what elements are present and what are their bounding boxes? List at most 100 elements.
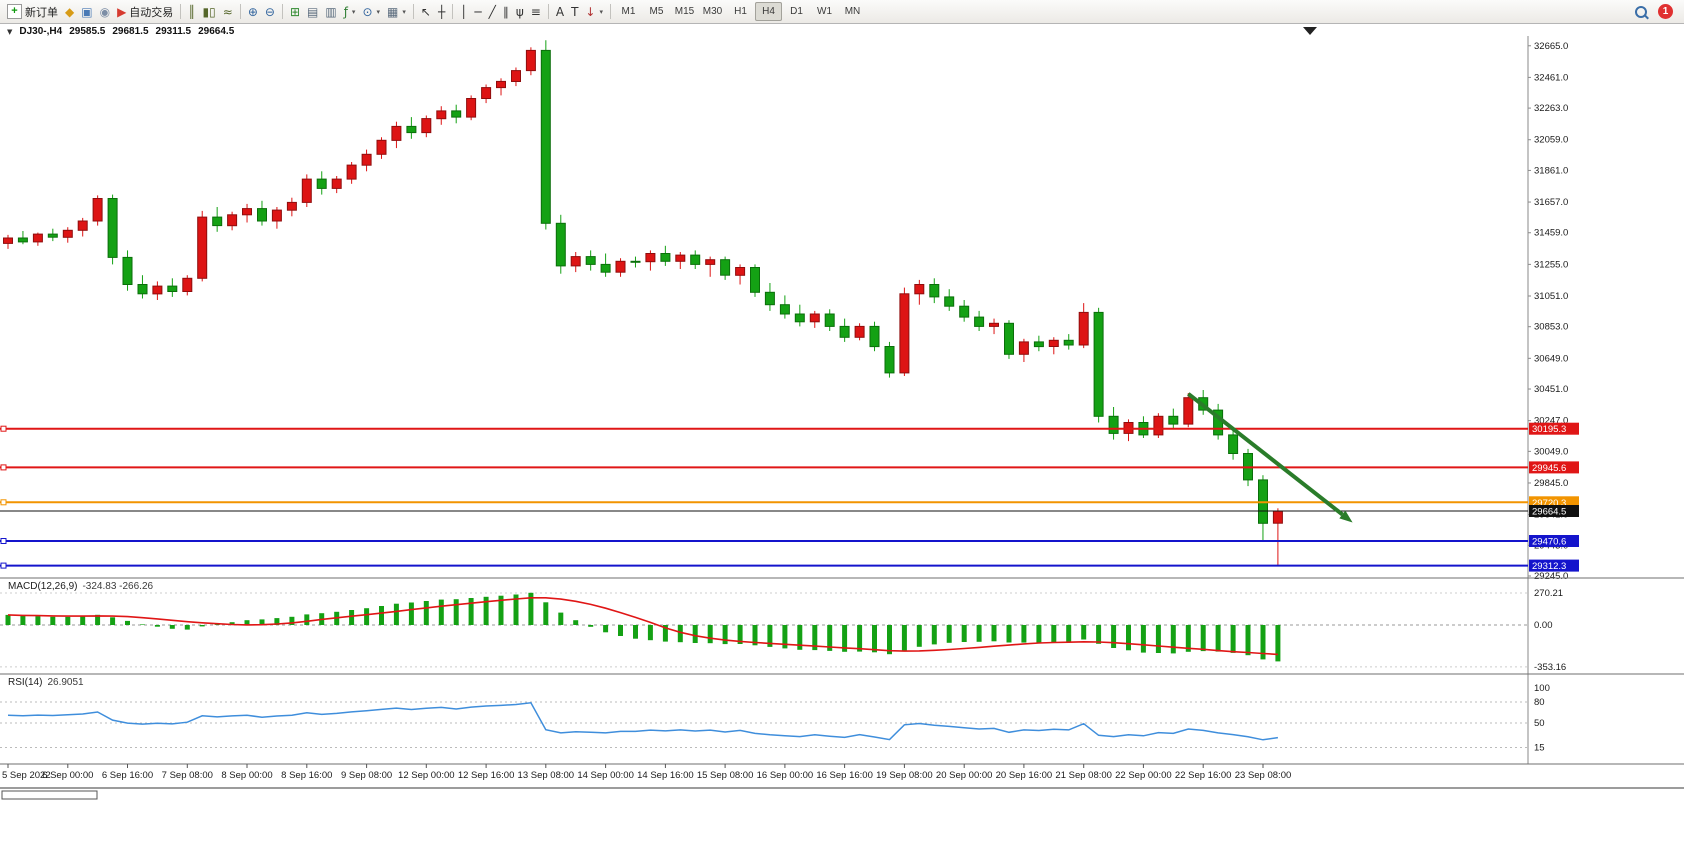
rsi-value: 26.9051: [47, 677, 84, 688]
svg-text:50: 50: [1534, 718, 1545, 729]
track-chart-icon: ▥: [325, 4, 337, 19]
timeframe-h4-button[interactable]: H4: [755, 2, 782, 21]
line-chart-button[interactable]: ≈: [220, 2, 236, 21]
zoom-out-button[interactable]: ⊖: [262, 2, 278, 21]
chart-canvas[interactable]: 32665.0 32461.0 32263.0 32059.0 31861.0 31657…: [0, 24, 1684, 824]
fibo-icon: ≡: [530, 4, 541, 19]
label-tool-button[interactable]: T: [568, 2, 581, 21]
timeframe-m1-button[interactable]: M1: [621, 6, 636, 17]
svg-text:16 Sep 16:00: 16 Sep 16:00: [816, 770, 873, 781]
svg-text:20 Sep 00:00: 20 Sep 00:00: [936, 770, 993, 781]
periods-icon: ⊙: [362, 4, 373, 19]
indicators-button[interactable]: ƒ ▾: [341, 2, 359, 21]
ohlc-high: 29681.5: [112, 26, 149, 37]
svg-text:22 Sep 00:00: 22 Sep 00:00: [1115, 770, 1172, 781]
hline-tool-button[interactable]: ─: [471, 2, 484, 21]
svg-text:15 Sep 08:00: 15 Sep 08:00: [697, 770, 754, 781]
text-tool-button[interactable]: A: [553, 2, 567, 21]
scrollbar-thumb[interactable]: [1, 790, 98, 800]
svg-text:31861.0: 31861.0: [1534, 165, 1568, 176]
line-chart-icon: ≈: [222, 4, 233, 19]
svg-text:29720.3: 29720.3: [1532, 498, 1566, 509]
timeframe-m30-button[interactable]: M30: [702, 6, 723, 17]
signals-button[interactable]: ◉: [97, 2, 113, 21]
data-window-icon: ▣: [81, 4, 93, 19]
timeframe-m5-button[interactable]: M5: [649, 6, 664, 17]
auto-trading-button[interactable]: ▶ 自动交易: [114, 2, 176, 21]
timeframe-m15-button[interactable]: M15: [674, 6, 695, 17]
market-watch-button[interactable]: ◆: [62, 2, 77, 21]
toolbar: + 新订单 ◆ ▣ ◉ ▶ 自动交易 ║ ▮▯ ≈ ⊕ ⊖ ⊞ ▤ ▥ ƒ ▾ ⊙ ▾ ▦ ▾ ↖ ┼ │ ─ ╱ ∥ ψ ≡ A T ↓ ▾ M…: [0, 0, 1684, 24]
trendline-icon: ╱: [488, 4, 496, 19]
auto-arrange-button[interactable]: ▤: [304, 2, 321, 21]
hline-icon: ─: [474, 4, 482, 19]
templates-button[interactable]: ▦ ▾: [384, 2, 409, 21]
vline-icon: │: [460, 4, 468, 19]
timeframe-mn-button[interactable]: MN: [844, 6, 861, 17]
timeframe-d1-button[interactable]: D1: [790, 6, 803, 17]
bar-chart-icon: ║: [188, 4, 196, 19]
fibo-tool-button[interactable]: ≡: [528, 2, 544, 21]
symbol-dropdown-icon[interactable]: ▼: [7, 27, 13, 36]
chart-background[interactable]: [0, 24, 1684, 824]
ohlc-low: 29311.5: [155, 26, 192, 37]
toolbar-separator: [239, 4, 241, 19]
macd-panel[interactable]: 270.21 0.00 -353.16: [0, 588, 1566, 673]
toolbar-separator: [452, 4, 454, 19]
symbol-timeframe-label: DJ30-,H4: [19, 26, 63, 37]
svg-text:5 Sep 2022: 5 Sep 2022: [2, 770, 51, 781]
trend-arrow[interactable]: [1187, 392, 1353, 523]
auto-trading-icon: ▶: [117, 4, 127, 19]
channel-tool-button[interactable]: ∥: [500, 2, 512, 21]
search-button[interactable]: [1632, 2, 1650, 21]
candle-chart-icon: ▮▯: [202, 4, 216, 19]
bar-chart-button[interactable]: ║: [185, 2, 198, 21]
svg-text:14 Sep 00:00: 14 Sep 00:00: [577, 770, 634, 781]
svg-text:29470.6: 29470.6: [1532, 537, 1566, 548]
svg-text:31051.0: 31051.0: [1534, 291, 1568, 302]
chart-shift-icon[interactable]: [1303, 27, 1317, 35]
ohlc-close: 29664.5: [198, 26, 235, 37]
svg-text:32263.0: 32263.0: [1534, 103, 1568, 114]
candle-chart-button[interactable]: ▮▯: [200, 2, 219, 21]
svg-text:29845.0: 29845.0: [1534, 478, 1568, 489]
templates-icon: ▦: [387, 4, 399, 19]
ohlc-open: 29585.5: [69, 26, 106, 37]
pitchfork-tool-button[interactable]: ψ: [513, 2, 527, 21]
crosshair-button[interactable]: ┼: [435, 2, 448, 21]
tile-windows-button[interactable]: ⊞: [287, 2, 303, 21]
timeframe-h1-button[interactable]: H1: [734, 6, 747, 17]
svg-text:6 Sep 00:00: 6 Sep 00:00: [42, 770, 93, 781]
svg-text:16 Sep 00:00: 16 Sep 00:00: [757, 770, 814, 781]
svg-text:270.21: 270.21: [1534, 588, 1563, 599]
svg-text:32059.0: 32059.0: [1534, 135, 1568, 146]
new-order-button[interactable]: + 新订单: [4, 2, 61, 21]
track-chart-button[interactable]: ▥: [322, 2, 339, 21]
tile-windows-icon: ⊞: [289, 4, 300, 19]
cursor-button[interactable]: ↖: [418, 2, 434, 21]
toolbar-separator: [610, 4, 611, 19]
svg-text:80: 80: [1534, 697, 1545, 708]
pitchfork-icon: ψ: [515, 4, 524, 19]
svg-text:12 Sep 16:00: 12 Sep 16:00: [458, 770, 515, 781]
arrows-tool-button[interactable]: ↓ ▾: [582, 2, 606, 21]
periods-button[interactable]: ⊙ ▾: [359, 2, 383, 21]
rsi-panel[interactable]: 100 80 50 15: [0, 683, 1550, 754]
timeframe-w1-button[interactable]: W1: [817, 6, 832, 17]
toolbar-separator: [412, 4, 414, 19]
svg-text:31459.0: 31459.0: [1534, 228, 1568, 239]
alerts-button[interactable]: 1: [1651, 2, 1680, 21]
trendline-tool-button[interactable]: ╱: [486, 2, 499, 21]
candles-layer[interactable]: [3, 40, 1283, 566]
chart-window[interactable]: 32665.0 32461.0 32263.0 32059.0 31861.0 31657…: [0, 24, 1684, 854]
toolbar-separator: [180, 4, 182, 19]
zoom-in-button[interactable]: ⊕: [245, 2, 261, 21]
auto-arrange-icon: ▤: [307, 4, 319, 19]
vline-tool-button[interactable]: │: [457, 2, 470, 21]
svg-text:14 Sep 16:00: 14 Sep 16:00: [637, 770, 694, 781]
data-window-button[interactable]: ▣: [78, 2, 95, 21]
svg-text:32461.0: 32461.0: [1534, 72, 1568, 83]
